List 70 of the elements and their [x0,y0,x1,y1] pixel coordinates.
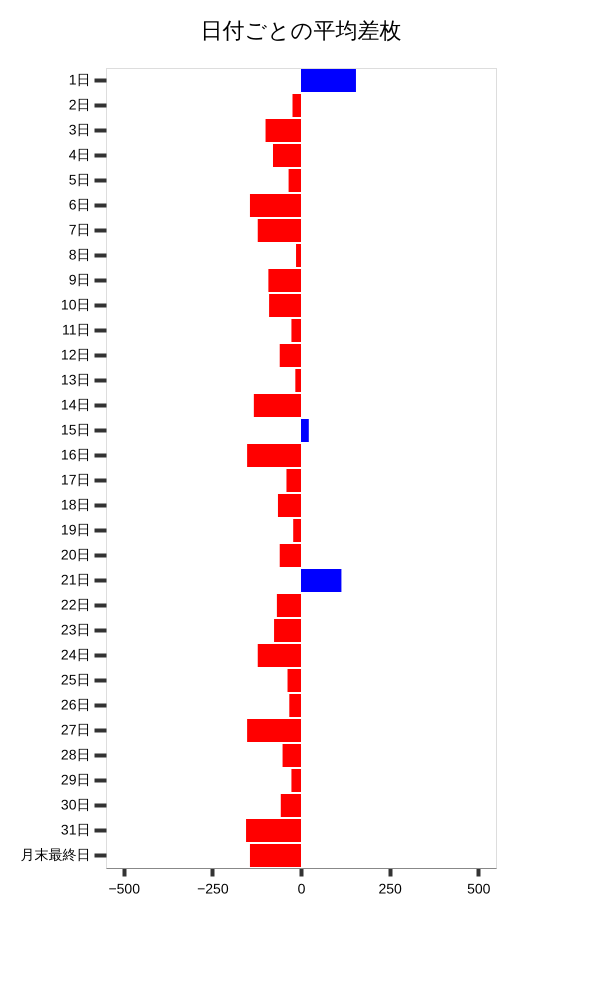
bar [266,119,301,142]
bar [258,644,301,667]
y-tick-label: 3日 [68,122,90,138]
bar [268,269,301,292]
y-tick-label: 25日 [60,672,90,688]
bar [296,244,301,267]
bar [274,619,301,642]
x-tick-label: 500 [467,880,491,896]
y-tick-label: 1日 [68,72,90,88]
bar [291,319,301,342]
bar [250,844,301,867]
y-tick-label: 21日 [60,572,90,588]
y-tick-label: 15日 [60,422,90,438]
bar [280,794,301,817]
bar [301,419,309,442]
y-tick-label: 22日 [60,596,90,612]
y-tick-label: 13日 [60,372,90,388]
y-tick-label: 11日 [62,322,90,338]
y-tick-label: 17日 [60,472,90,488]
y-tick-label: 14日 [60,396,90,412]
y-tick-label: 29日 [60,772,90,788]
bar [247,719,301,742]
x-tick-label: 250 [378,880,402,896]
bar [250,194,301,217]
bar [280,544,301,567]
y-tick-label: 23日 [60,622,90,638]
bar [246,819,301,842]
y-tick-label: 24日 [60,646,90,662]
bar [288,669,301,692]
bar [292,94,301,117]
y-tick-label: 9日 [68,272,90,288]
y-tick-label: 19日 [60,522,90,538]
bar [247,444,301,467]
bar [272,144,301,167]
bar [289,694,301,717]
y-tick-label: 8日 [68,246,90,262]
x-tick-label: −500 [108,880,140,896]
y-tick-label: 27日 [60,722,90,738]
bar [282,744,301,767]
y-tick-label: 12日 [60,346,90,362]
y-tick-label: 月末最終日 [20,846,90,862]
x-tick-label: 0 [298,880,306,896]
y-tick-label: 30日 [60,796,90,812]
y-tick-label: 10日 [60,296,90,312]
bar [269,294,301,317]
bar [286,469,301,492]
y-tick-label: 31日 [60,822,90,838]
y-tick-label: 6日 [68,196,90,212]
y-tick-label: 2日 [68,96,90,112]
chart-title: 日付ごとの平均差枚 [200,19,402,44]
bar [288,169,301,192]
bar [280,344,301,367]
y-tick-label: 16日 [60,446,90,462]
bar [291,769,301,792]
y-tick-label: 7日 [68,222,90,238]
y-tick-label: 28日 [60,746,90,762]
y-tick-label: 20日 [60,546,90,562]
bar [295,369,301,392]
bar [278,494,301,517]
y-tick-label: 5日 [68,172,90,188]
bar [293,519,301,542]
bar [254,394,301,417]
bar [258,219,301,242]
y-tick-label: 18日 [60,496,90,512]
x-tick-label: −250 [197,880,229,896]
bar [301,569,342,592]
bar [301,69,356,92]
y-tick-label: 4日 [68,146,90,162]
bar [276,594,301,617]
y-tick-label: 26日 [60,696,90,712]
